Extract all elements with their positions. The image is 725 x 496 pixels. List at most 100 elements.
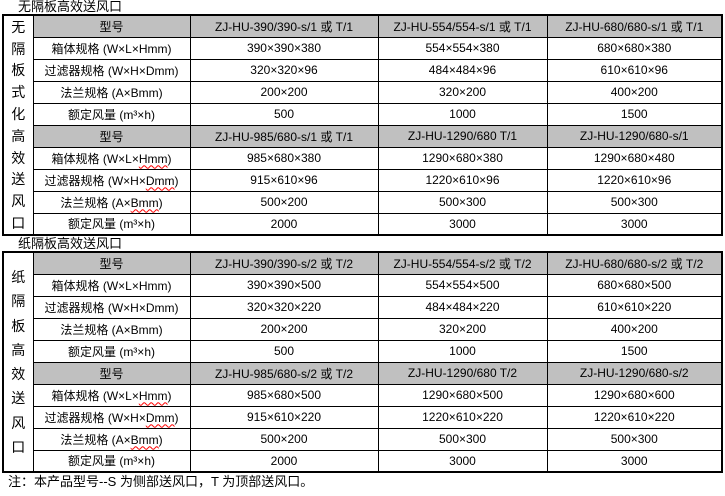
label-text: ): [174, 410, 179, 425]
airflow-row: 额定风量 (m³×h) 500 1000 1500: [3, 339, 723, 363]
spec-value-cell: 1000: [377, 102, 548, 126]
airflow-row: 额定风量 (m³×h) 2000 3000 3000: [3, 449, 723, 473]
model-cell: ZJ-HU-554/554-s/2 或 T/2: [377, 251, 548, 275]
spec-value-cell: 1220×610×220: [546, 405, 723, 429]
side-char: 风: [11, 193, 26, 210]
model-header-row: 型号 ZJ-HU-985/680-s/2 或 T/2 ZJ-HU-1290/68…: [3, 361, 723, 385]
side-vertical-label: 纸 隔 板 高 效 送 风 口: [2, 251, 34, 473]
spec-value-cell: 484×484×220: [377, 295, 548, 319]
label-text: ): [158, 322, 163, 337]
airflow-label: 额定风量 (m³×h): [32, 212, 191, 236]
label-text: ): [158, 195, 163, 210]
spec-value-cell: 200×200: [189, 80, 379, 104]
flange-spec-row: 法兰规格 (A×Bmm) 500×200 500×300 500×300: [3, 427, 723, 451]
filter-spec-label: 过滤器规格 (W×H×Dmm): [32, 405, 191, 429]
label-text: 箱体规格 (W×L×: [51, 41, 139, 56]
spec-value-cell: 1220×610×96: [546, 168, 723, 192]
flange-spec-label: 法兰规格 (A×Bmm): [32, 190, 191, 214]
table1-title: 无隔板高效送风口: [18, 0, 123, 14]
flange-spec-label: 法兰规格 (A×Bmm): [32, 427, 191, 451]
filter-spec-label: 过滤器规格 (W×H×Dmm): [32, 58, 191, 82]
side-char: 口: [11, 438, 26, 455]
footnote: 注：本产品型号--S 为侧部送风口，T 为顶部送风口。: [8, 474, 314, 489]
side-char-stack: 纸 隔 板 高 效 送 风 口: [6, 253, 31, 471]
spec-value-cell: 2000: [189, 449, 379, 473]
spec-value-cell: 1290×680×600: [546, 383, 723, 407]
label-text: ): [167, 151, 172, 166]
airflow-label: 额定风量 (m³×h): [32, 339, 191, 363]
spec-value-cell: 400×200: [546, 80, 723, 104]
label-unit-misspelled: Dmm: [145, 173, 175, 188]
spec-value-cell: 610×610×96: [546, 58, 723, 82]
label-text: 箱体规格 (W×L×: [51, 151, 139, 166]
spec-value-cell: 1290×680×380: [377, 146, 548, 170]
airflow-row: 额定风量 (m³×h) 2000 3000 3000: [3, 212, 723, 236]
model-cell: ZJ-HU-1290/680-s/1: [546, 124, 723, 148]
table-paper-separator: 纸 隔 板 高 效 送 风 口 型号 ZJ-HU-390/390-s/2 或 T…: [2, 251, 723, 473]
spec-value-cell: 400×200: [546, 317, 723, 341]
spec-value-cell: 985×680×500: [189, 383, 379, 407]
side-char: 高: [11, 341, 26, 358]
spec-value-cell: 680×680×380: [546, 36, 723, 60]
flange-spec-label: 法兰规格 (A×Bmm): [32, 317, 191, 341]
side-char: 风: [11, 414, 26, 431]
spec-value-cell: 500×300: [377, 427, 548, 451]
spec-value-cell: 500: [189, 102, 379, 126]
spec-value-cell: 610×610×220: [546, 295, 723, 319]
spec-value-cell: 484×484×96: [377, 58, 548, 82]
spec-value-cell: 500×300: [546, 190, 723, 214]
spec-value-cell: 1500: [546, 102, 723, 126]
spec-value-cell: 320×320×220: [189, 295, 379, 319]
airflow-label: 额定风量 (m³×h): [32, 102, 191, 126]
spec-value-cell: 985×680×380: [189, 146, 379, 170]
side-char: 送: [11, 390, 26, 407]
spec-value-cell: 554×554×380: [377, 36, 548, 60]
model-cell: ZJ-HU-680/680-s/1 或 T/1: [546, 14, 723, 38]
label-text: 箱体规格 (W×L×: [51, 388, 139, 403]
spec-value-cell: 680×680×500: [546, 273, 723, 297]
label-text: ): [174, 173, 179, 188]
side-char: 高: [11, 127, 26, 144]
label-unit: Dmm: [145, 63, 175, 78]
box-spec-label: 箱体规格 (W×L×Hmm): [32, 273, 191, 297]
label-text: ): [174, 300, 179, 315]
side-char: 效: [11, 149, 26, 166]
label-text: ): [167, 41, 172, 56]
filter-spec-row: 过滤器规格 (W×H×Dmm) 915×610×96 1220×610×96 1…: [3, 168, 723, 192]
airflow-row: 额定风量 (m³×h) 500 1000 1500: [3, 102, 723, 126]
label-unit-misspelled: Hmm: [138, 151, 168, 166]
label-text: 法兰规格 (A×: [60, 195, 131, 210]
flange-spec-row: 法兰规格 (A×Bmm) 200×200 320×200 400×200: [3, 317, 723, 341]
model-cell: ZJ-HU-390/390-s/2 或 T/2: [189, 251, 379, 275]
spec-value-cell: 1000: [377, 339, 548, 363]
label-text: 法兰规格 (A×: [60, 432, 131, 447]
spec-value-cell: 915×610×96: [189, 168, 379, 192]
spec-value-cell: 1220×610×220: [377, 405, 548, 429]
flange-spec-row: 法兰规格 (A×Bmm) 500×200 500×300 500×300: [3, 190, 723, 214]
spec-value-cell: 3000: [377, 449, 548, 473]
side-char: 口: [11, 215, 26, 232]
side-char-stack: 无 隔 板 式 化 高 效 送 风 口: [6, 16, 31, 234]
box-spec-row: 箱体规格 (W×L×Hmm) 390×390×380 554×554×380 6…: [3, 36, 723, 60]
side-char: 化: [11, 106, 26, 123]
label-text: ): [158, 85, 163, 100]
filter-spec-row: 过滤器规格 (W×H×Dmm) 320×320×220 484×484×220 …: [3, 295, 723, 319]
side-char: 式: [11, 84, 26, 101]
label-text: ): [174, 63, 179, 78]
box-spec-label: 箱体规格 (W×L×Hmm): [32, 383, 191, 407]
model-label-cell: 型号: [32, 14, 191, 38]
label-unit: Bmm: [130, 85, 159, 100]
model-cell: ZJ-HU-390/390-s/1 或 T/1: [189, 14, 379, 38]
filter-spec-row: 过滤器规格 (W×H×Dmm) 915×610×220 1220×610×220…: [3, 405, 723, 429]
model-cell: ZJ-HU-554/554-s/1 或 T/1: [377, 14, 548, 38]
label-unit-misspelled: Bmm: [130, 432, 159, 447]
label-unit: Hmm: [138, 41, 168, 56]
label-text: 过滤器规格 (W×H×: [44, 300, 146, 315]
box-spec-row: 箱体规格 (W×L×Hmm) 985×680×500 1290×680×500 …: [3, 383, 723, 407]
model-label-cell: 型号: [32, 124, 191, 148]
spec-value-cell: 1500: [546, 339, 723, 363]
label-text: 过滤器规格 (W×H×: [44, 173, 146, 188]
label-text: ): [158, 432, 163, 447]
label-unit: Hmm: [138, 278, 168, 293]
